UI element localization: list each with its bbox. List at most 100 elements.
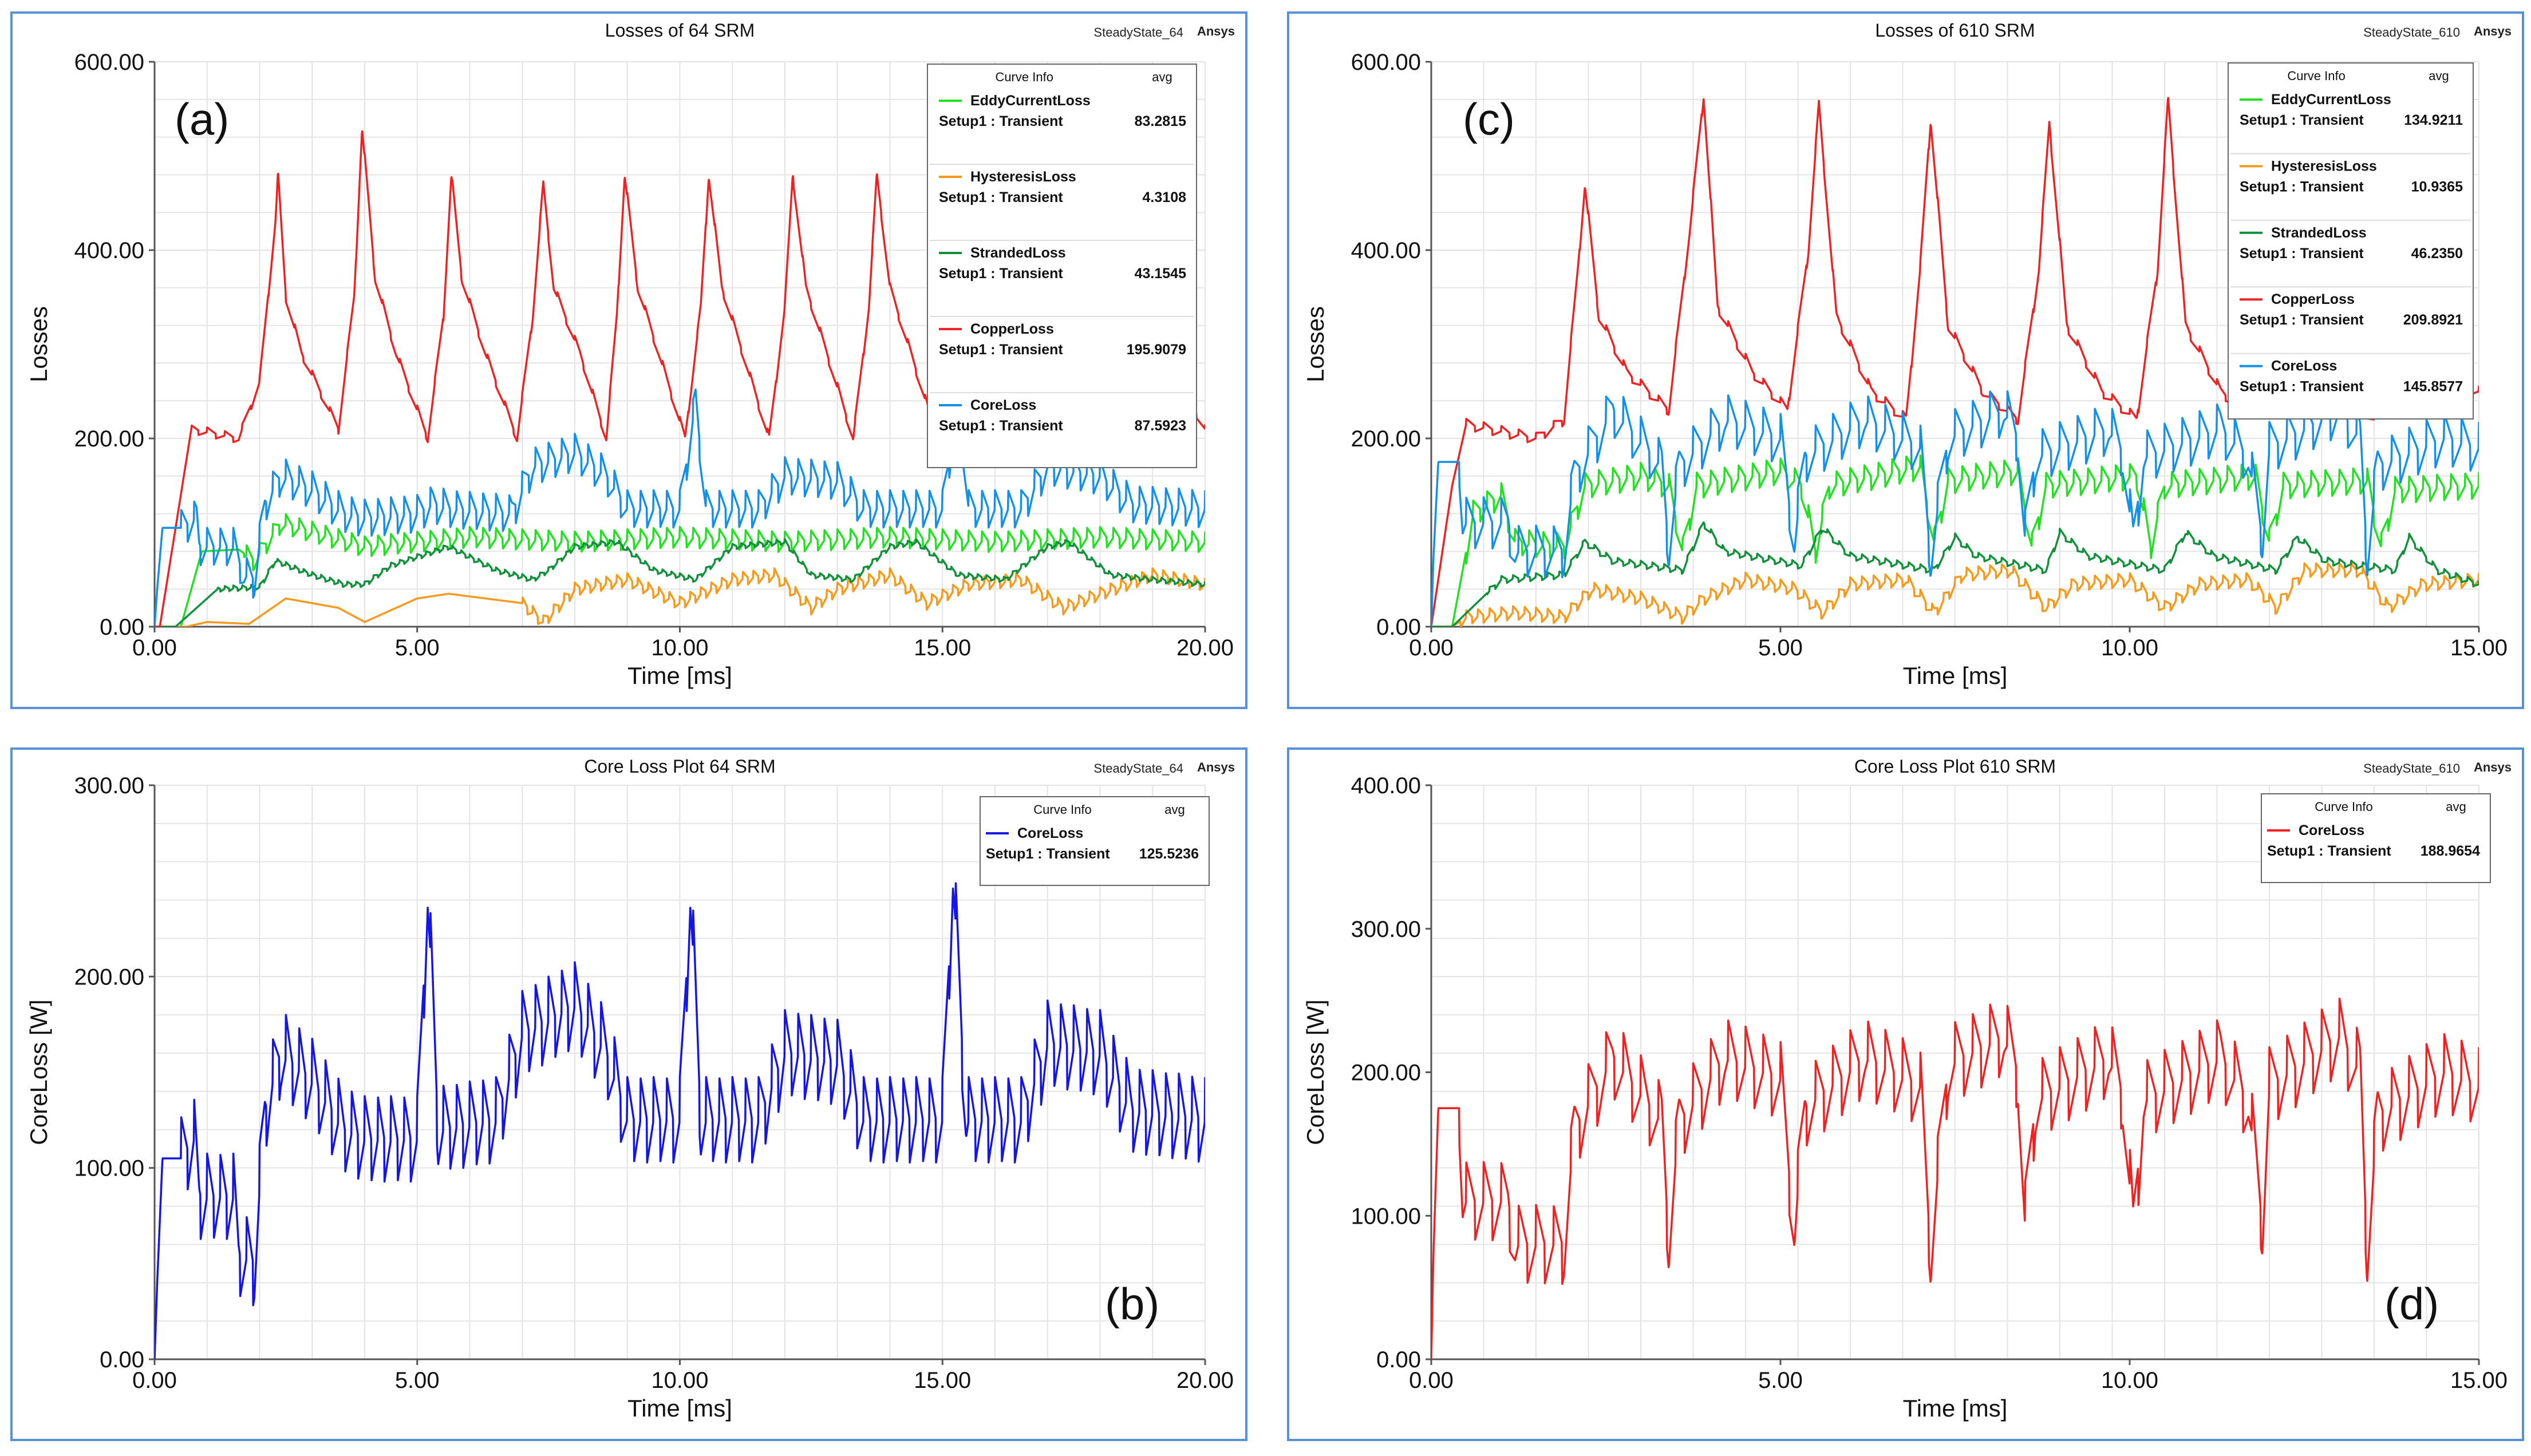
chart-title: Losses of 610 SRM — [1875, 20, 2035, 41]
legend-series-name: EddyCurrentLoss — [2271, 92, 2391, 108]
legend-series-name: CoreLoss — [2271, 358, 2337, 374]
y-tick-label: 300.00 — [1351, 917, 1421, 942]
legend-series-name: StrandedLoss — [970, 245, 1066, 261]
y-tick-label: 0.00 — [1376, 615, 1421, 640]
legend-series-name: EddyCurrentLoss — [970, 93, 1091, 109]
x-axis-label: Time [ms] — [627, 1395, 732, 1422]
y-tick-label: 200.00 — [1351, 426, 1421, 452]
legend-avg-value: 145.8577 — [2403, 379, 2463, 395]
legend-series-name: StrandedLoss — [2271, 225, 2367, 241]
legend-avg-value: 134.9211 — [2404, 112, 2463, 128]
x-tick-label: 15.00 — [2450, 1368, 2508, 1393]
y-axis-label: Losses — [1302, 306, 1329, 382]
legend-series-name: HysteresisLoss — [970, 169, 1076, 185]
legend: Curve Info avg EddyCurrentLoss Setup1 : Tra… — [927, 64, 1197, 468]
legend-series-name: CopperLoss — [2271, 291, 2355, 307]
legend-header-avg: avg — [1164, 802, 1184, 817]
legend-setup: Setup1 : Transient — [2240, 246, 2364, 262]
series-line-strandedloss — [155, 538, 1205, 627]
ansys-logo: Ansys — [2474, 24, 2512, 38]
legend-header-avg: avg — [2429, 69, 2449, 83]
legend-setup: Setup1 : Transient — [2240, 379, 2364, 395]
design-name: SteadyState_610 — [2363, 761, 2460, 776]
legend-setup: Setup1 : Transient — [2240, 312, 2364, 328]
x-tick-label: 15.00 — [914, 635, 971, 660]
legend-box — [2228, 62, 2474, 420]
legend-avg-value: 125.5236 — [1139, 846, 1199, 862]
x-tick-label: 5.00 — [1758, 1368, 1803, 1393]
y-tick-label: 200.00 — [74, 426, 144, 452]
legend-series-name: CoreLoss — [970, 397, 1036, 413]
legend-avg-value: 87.5923 — [1135, 418, 1186, 434]
chart-title: Core Loss Plot 610 SRM — [1854, 756, 2056, 777]
y-tick-label: 100.00 — [74, 1156, 144, 1181]
x-axis-label: Time [ms] — [1903, 1395, 2008, 1422]
x-tick-label: 0.00 — [132, 1368, 177, 1393]
legend-series-name: HysteresisLoss — [2271, 158, 2377, 174]
x-tick-label: 10.00 — [651, 1368, 708, 1393]
y-tick-label: 200.00 — [1351, 1061, 1421, 1086]
series-group — [1431, 998, 2479, 1359]
legend-setup: Setup1 : Transient — [986, 846, 1110, 862]
legend-avg-value: 188.9654 — [2421, 843, 2480, 859]
x-axis-label: Time [ms] — [1903, 662, 2008, 689]
legend-series-name: CopperLoss — [970, 321, 1054, 337]
legend-setup: Setup1 : Transient — [2267, 843, 2391, 859]
chart-panel-d: Core Loss Plot 610 SRM SteadyState_610 Ans… — [1287, 747, 2524, 1441]
series-line-hysteresisloss — [155, 567, 1205, 627]
x-tick-label: 0.00 — [132, 635, 177, 660]
legend-setup: Setup1 : Transient — [2240, 112, 2364, 128]
grid — [1431, 61, 2479, 627]
legend-avg-value: 195.9079 — [1127, 342, 1186, 358]
chart-panel-a: Losses of 64 SRM SteadyState_64 Ansys 0.00 5… — [10, 11, 1247, 709]
y-axis-label: Losses — [25, 306, 52, 382]
legend-series-name: CoreLoss — [2299, 822, 2364, 838]
legend-avg-value: 43.1545 — [1135, 266, 1186, 282]
y-tick-label: 300.00 — [74, 773, 144, 798]
series-line-hysteresisloss — [1431, 562, 2479, 627]
x-tick-label: 5.00 — [395, 635, 440, 660]
x-tick-label: 10.00 — [2101, 1368, 2158, 1393]
legend-setup: Setup1 : Transient — [2240, 179, 2364, 195]
legend-box — [927, 64, 1197, 468]
design-name: SteadyState_610 — [2363, 25, 2460, 39]
legend-setup: Setup1 : Transient — [939, 342, 1063, 358]
x-tick-label: 20.00 — [1176, 1368, 1234, 1393]
series-line-eddycurrentloss — [155, 513, 1205, 627]
series-line-coreloss — [155, 383, 1205, 627]
legend-header-avg: avg — [1152, 70, 1172, 84]
ansys-logo: Ansys — [1197, 24, 1235, 38]
x-tick-label: 5.00 — [1758, 635, 1803, 660]
y-tick-label: 600.00 — [1351, 50, 1421, 75]
legend-avg-value: 83.2815 — [1135, 113, 1186, 129]
legend-setup: Setup1 : Transient — [939, 189, 1063, 205]
chart-title: Losses of 64 SRM — [605, 20, 755, 41]
legend-setup: Setup1 : Transient — [939, 266, 1063, 282]
y-tick-label: 400.00 — [1351, 238, 1421, 263]
series-line-strandedloss — [1431, 521, 2479, 627]
y-tick-label: 100.00 — [1351, 1204, 1421, 1229]
legend-series-name: CoreLoss — [1017, 825, 1083, 841]
legend-avg-value: 46.2350 — [2411, 246, 2463, 262]
x-tick-label: 5.00 — [395, 1368, 440, 1393]
grid — [154, 785, 1206, 1360]
legend-box — [980, 796, 1210, 886]
chart-panel-b: Core Loss Plot 64 SRM SteadyState_64 Ansys… — [10, 747, 1247, 1441]
x-axis-label: Time [ms] — [627, 662, 732, 689]
y-tick-label: 0.00 — [1376, 1347, 1421, 1372]
ansys-logo: Ansys — [2474, 760, 2512, 774]
legend-header-curve-info: Curve Info — [995, 70, 1053, 84]
design-name: SteadyState_64 — [1093, 761, 1183, 776]
legend-setup: Setup1 : Transient — [939, 418, 1063, 434]
y-axis-label: CoreLoss [W] — [25, 999, 52, 1145]
x-tick-label: 0.00 — [1409, 635, 1454, 660]
panel-label: (b) — [1105, 1279, 1159, 1329]
panel-label: (a) — [175, 94, 229, 144]
y-tick-label: 200.00 — [74, 964, 144, 990]
legend: Curve Info avg CoreLoss Setup1 : Transient 1… — [2261, 793, 2491, 883]
series-line-eddycurrentloss — [1431, 454, 2479, 627]
y-tick-label: 400.00 — [74, 238, 144, 263]
x-tick-label: 20.00 — [1176, 635, 1234, 660]
legend-header-curve-info: Curve Info — [2315, 800, 2373, 814]
